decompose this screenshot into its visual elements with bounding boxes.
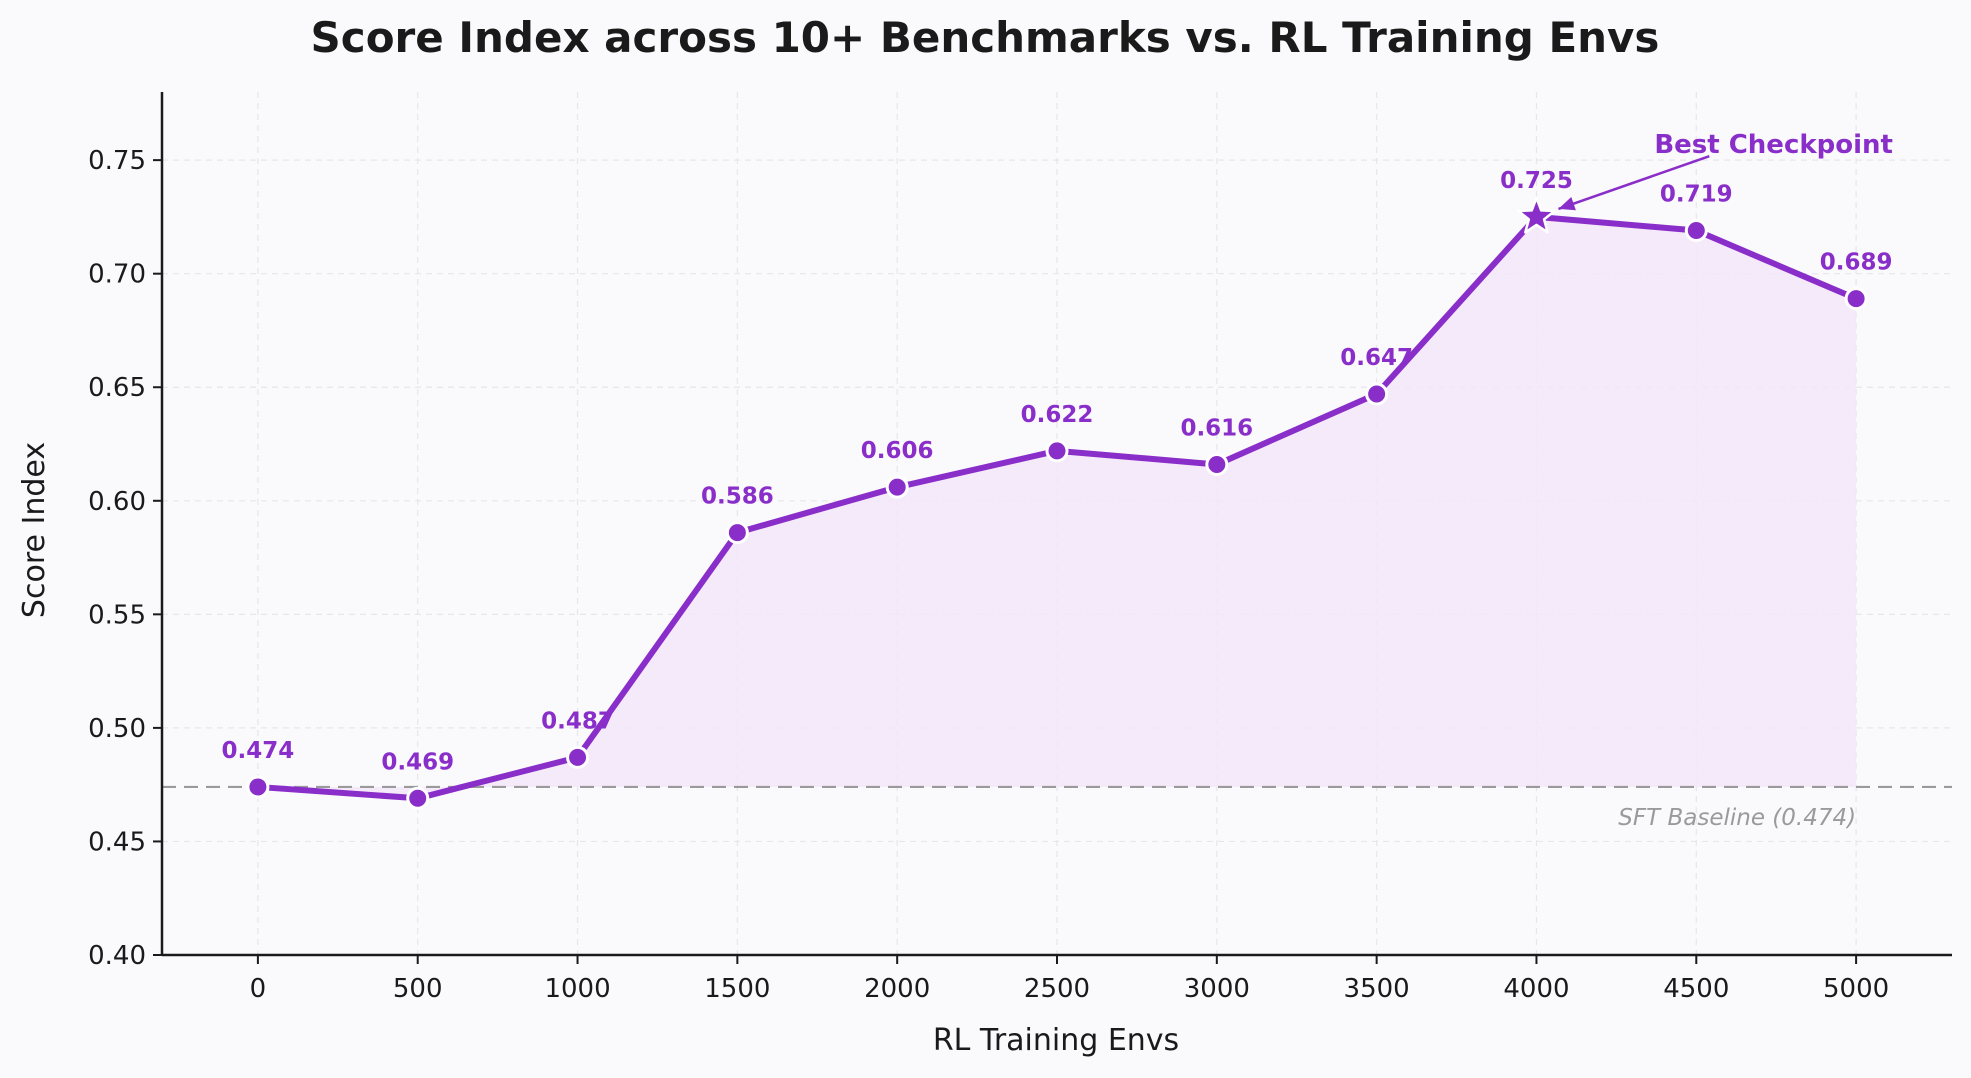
x-tick-label: 4000 xyxy=(1503,974,1569,1004)
data-points xyxy=(246,196,1868,810)
data-label: 0.606 xyxy=(861,438,934,464)
x-tick-label: 500 xyxy=(393,974,443,1004)
area-fill xyxy=(257,216,1857,799)
y-tick-label: 0.50 xyxy=(88,714,146,744)
annotation-label: Best Checkpoint xyxy=(1654,130,1893,160)
data-label: 0.622 xyxy=(1021,402,1094,428)
x-tick-label: 5000 xyxy=(1823,974,1889,1004)
data-point xyxy=(1205,452,1229,476)
axes: 0 500 1000 1500 2000 2500 3000 3500 4000 4500 5000… xyxy=(88,92,1952,1004)
y-tick-label: 0.65 xyxy=(88,373,146,403)
data-point xyxy=(566,745,590,769)
x-tick-label: 3500 xyxy=(1344,974,1410,1004)
baseline-label: SFT Baseline (0.474) xyxy=(1618,805,1856,831)
data-label: 0.474 xyxy=(222,738,295,764)
data-label: 0.647 xyxy=(1340,345,1413,371)
area-fill-region xyxy=(257,216,1857,799)
data-label: 0.487 xyxy=(541,708,614,734)
x-axis-label: RL Training Envs xyxy=(933,1023,1179,1058)
data-point xyxy=(246,775,270,799)
x-tick-label: 2000 xyxy=(864,974,930,1004)
annotation-arrow-head xyxy=(1558,197,1576,211)
x-tick-label: 1000 xyxy=(544,974,610,1004)
x-tick-label: 1500 xyxy=(704,974,770,1004)
y-tick-label: 0.60 xyxy=(88,487,146,517)
chart-title: Score Index across 10+ Benchmarks vs. RL… xyxy=(311,13,1660,62)
best-checkpoint-marker xyxy=(1517,196,1556,234)
x-tick-label: 3000 xyxy=(1184,974,1250,1004)
annotation-arrow xyxy=(1558,155,1710,211)
y-axis-label: Score Index xyxy=(17,442,52,618)
data-label: 0.586 xyxy=(701,484,774,510)
data-point xyxy=(406,786,430,810)
data-label: 0.689 xyxy=(1820,250,1893,276)
y-tick-label: 0.75 xyxy=(88,146,146,176)
data-point xyxy=(885,475,909,499)
y-tick-label: 0.70 xyxy=(88,260,146,290)
x-tick-label: 4500 xyxy=(1663,974,1729,1004)
annotation: Best Checkpoint xyxy=(1558,130,1893,211)
x-tick-label: 2500 xyxy=(1024,974,1090,1004)
data-label: 0.725 xyxy=(1500,168,1573,194)
data-point xyxy=(1844,287,1868,311)
y-tick-label: 0.45 xyxy=(88,827,146,857)
data-labels: 0.474 0.469 0.487 0.586 0.606 0.622 0.616 0.647… xyxy=(222,168,1893,775)
x-tick-label: 0 xyxy=(250,974,267,1004)
data-point xyxy=(1045,439,1069,463)
data-label: 0.616 xyxy=(1180,415,1253,441)
y-tick-label: 0.40 xyxy=(88,941,146,971)
data-label: 0.469 xyxy=(381,749,454,775)
data-point xyxy=(1365,382,1389,406)
data-point xyxy=(725,521,749,545)
y-tick-label: 0.55 xyxy=(88,600,146,630)
data-point xyxy=(1684,219,1708,243)
data-label: 0.719 xyxy=(1660,182,1733,208)
